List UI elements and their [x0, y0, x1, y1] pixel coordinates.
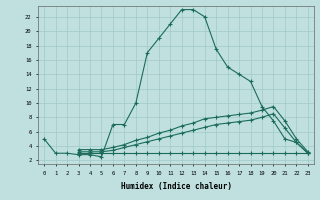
X-axis label: Humidex (Indice chaleur): Humidex (Indice chaleur): [121, 182, 231, 191]
